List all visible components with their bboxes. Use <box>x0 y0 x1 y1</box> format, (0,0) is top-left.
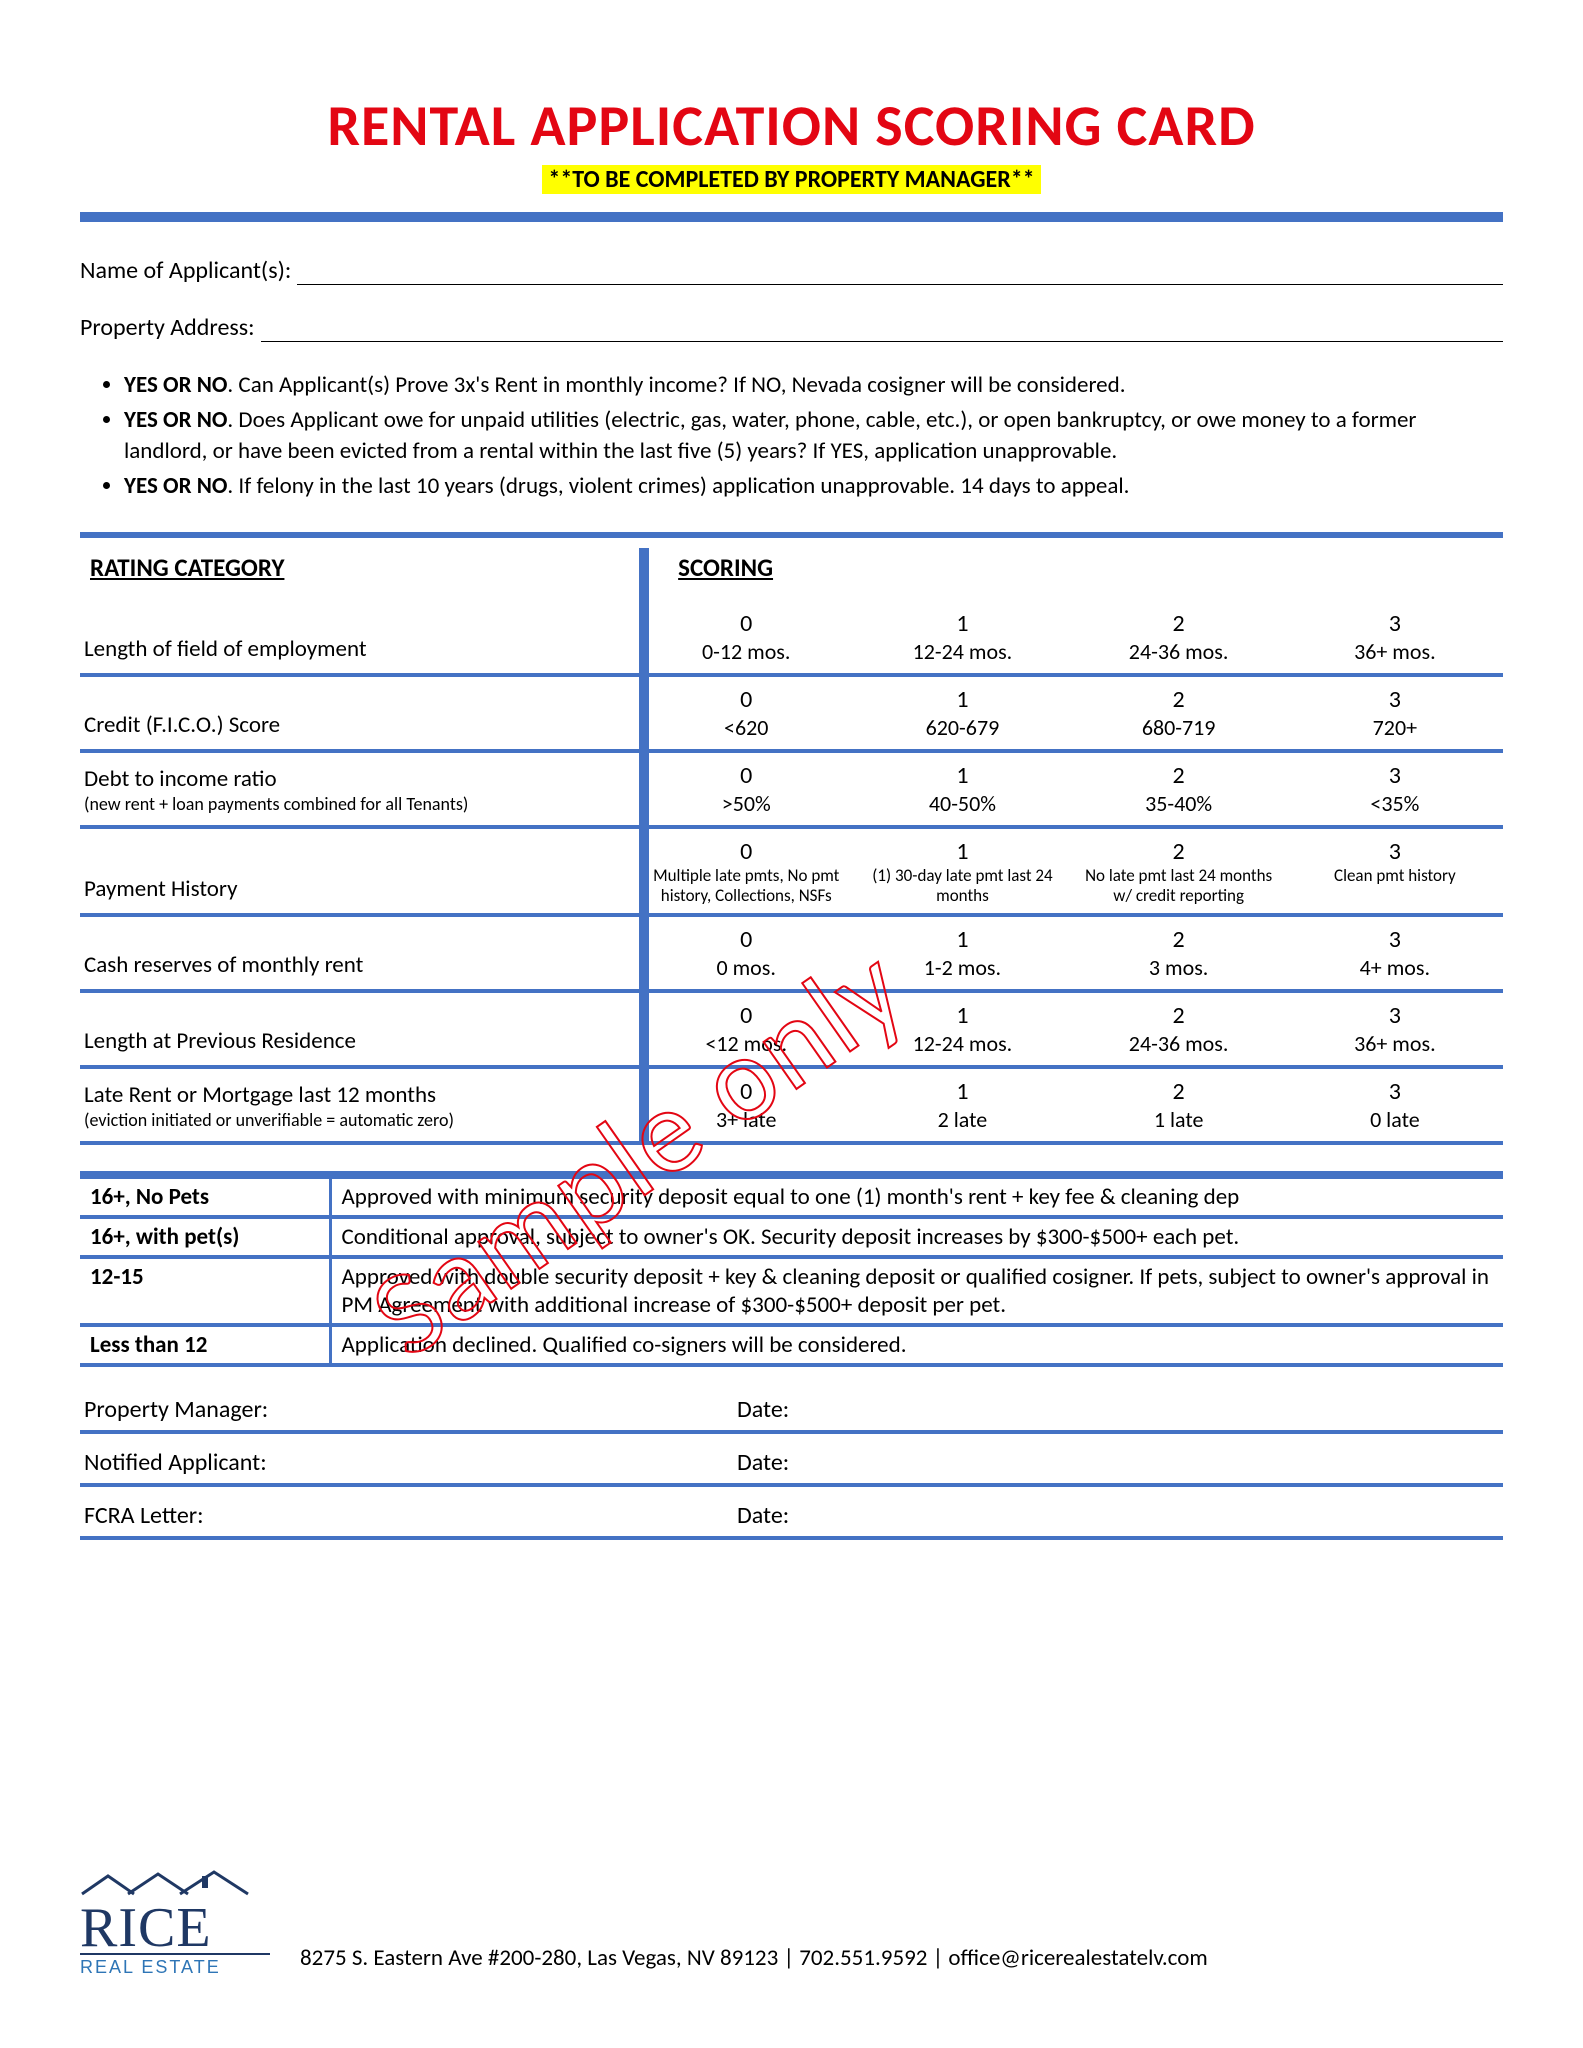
score-cell: 03+ late <box>638 1067 854 1141</box>
logo-text: RICE <box>80 1903 270 1953</box>
applicant-field: Name of Applicant(s): <box>80 256 1503 285</box>
property-field: Property Address: <box>80 313 1503 342</box>
score-cell: 3<35% <box>1287 751 1503 825</box>
score-cell: 12 late <box>854 1067 1070 1141</box>
score-cell: 11-2 mos. <box>854 915 1070 989</box>
rating-category-cell: Cash reserves of monthly rent <box>80 915 638 989</box>
date-label[interactable]: Date: <box>733 1381 1503 1432</box>
date-label[interactable]: Date: <box>733 1485 1503 1538</box>
divider <box>80 212 1503 222</box>
date-label[interactable]: Date: <box>733 1432 1503 1485</box>
page-title: RENTAL APPLICATION SCORING CARD <box>80 90 1503 161</box>
score-cell: 3720+ <box>1287 675 1503 749</box>
scoring-header: SCORING <box>638 538 1503 601</box>
applicant-label: Name of Applicant(s): <box>80 256 291 285</box>
score-cell: 00 mos. <box>638 915 854 989</box>
scoring-section: Sample only RATING CATEGORY SCORING Leng… <box>80 538 1503 1145</box>
logo-subtext: REAL ESTATE <box>80 1953 270 1978</box>
approval-score-range: 12-15 <box>80 1257 330 1325</box>
approval-outcome: Approved with minimum security deposit e… <box>330 1175 1503 1217</box>
applicant-input-line[interactable] <box>297 263 1503 285</box>
score-cell: 21 late <box>1071 1067 1287 1141</box>
score-cell: 30 late <box>1287 1067 1503 1141</box>
score-cell: 3Clean pmt history <box>1287 827 1503 913</box>
signature-table: Property Manager:Date:Notified Applicant… <box>80 1381 1503 1540</box>
signature-label[interactable]: Property Manager: <box>80 1381 733 1432</box>
vertical-divider <box>639 548 649 1141</box>
signature-row: Notified Applicant:Date: <box>80 1432 1503 1485</box>
property-input-line[interactable] <box>261 320 1503 342</box>
score-cell: 2680-719 <box>1071 675 1287 749</box>
score-cell: 0<12 mos. <box>638 991 854 1065</box>
score-cell: 224-36 mos. <box>1071 991 1287 1065</box>
qualifying-bullet: YES OR NO. Does Applicant owe for unpaid… <box>124 405 1503 467</box>
footer-contact: 8275 S. Eastern Ave #200-280, Las Vegas,… <box>300 1944 1503 1978</box>
score-cell: 1620-679 <box>854 675 1070 749</box>
signature-label[interactable]: FCRA Letter: <box>80 1485 733 1538</box>
scoring-row: Length of field of employment00-12 mos.1… <box>80 601 1503 673</box>
rating-category-cell: Late Rent or Mortgage last 12 months(evi… <box>80 1067 638 1141</box>
approval-outcome: Conditional approval, subject to owner's… <box>330 1217 1503 1257</box>
approval-outcome: Approved with double security deposit + … <box>330 1257 1503 1325</box>
qualifying-bullet: YES OR NO. If felony in the last 10 year… <box>124 471 1503 502</box>
subtitle-wrap: **TO BE COMPLETED BY PROPERTY MANAGER** <box>80 165 1503 194</box>
rating-category-header: RATING CATEGORY <box>80 538 638 601</box>
rating-category-cell: Credit (F.I.C.O.) Score <box>80 675 638 749</box>
qualifying-bullet: YES OR NO. Can Applicant(s) Prove 3x's R… <box>124 370 1503 401</box>
qualifying-questions: YES OR NO. Can Applicant(s) Prove 3x's R… <box>124 370 1503 502</box>
score-cell: 224-36 mos. <box>1071 601 1287 673</box>
score-cell: 0>50% <box>638 751 854 825</box>
rating-category-cell: Length at Previous Residence <box>80 991 638 1065</box>
score-cell: 23 mos. <box>1071 915 1287 989</box>
score-cell: 0Multiple late pmts, No pmt history, Col… <box>638 827 854 913</box>
score-cell: 336+ mos. <box>1287 991 1503 1065</box>
rating-category-cell: Length of field of employment <box>80 601 638 673</box>
scoring-row: Late Rent or Mortgage last 12 months(evi… <box>80 1067 1503 1141</box>
property-label: Property Address: <box>80 313 255 342</box>
page-footer: RICE REAL ESTATE 8275 S. Eastern Ave #20… <box>80 1870 1503 1978</box>
scoring-row: Payment History0Multiple late pmts, No p… <box>80 827 1503 913</box>
rating-category-cell: Debt to income ratio (new rent + loan pa… <box>80 751 638 825</box>
score-cell: 00-12 mos. <box>638 601 854 673</box>
score-cell: 336+ mos. <box>1287 601 1503 673</box>
approval-row: 16+, with pet(s)Conditional approval, su… <box>80 1217 1503 1257</box>
scoring-row: Credit (F.I.C.O.) Score0<6201620-6792680… <box>80 675 1503 749</box>
rating-category-cell: Payment History <box>80 827 638 913</box>
scoring-header-row: RATING CATEGORY SCORING <box>80 538 1503 601</box>
approval-score-range: 16+, No Pets <box>80 1175 330 1217</box>
score-cell: 34+ mos. <box>1287 915 1503 989</box>
score-cell: 140-50% <box>854 751 1070 825</box>
signature-row: Property Manager:Date: <box>80 1381 1503 1432</box>
page: RENTAL APPLICATION SCORING CARD **TO BE … <box>0 0 1583 2048</box>
scoring-row: Cash reserves of monthly rent00 mos.11-2… <box>80 915 1503 989</box>
subtitle-highlight: **TO BE COMPLETED BY PROPERTY MANAGER** <box>542 165 1040 194</box>
signature-row: FCRA Letter:Date: <box>80 1485 1503 1538</box>
approval-row: 16+, No PetsApproved with minimum securi… <box>80 1175 1503 1217</box>
row-divider <box>80 1141 1503 1143</box>
company-logo: RICE REAL ESTATE <box>80 1870 270 1978</box>
approval-row: Less than 12Application declined. Qualif… <box>80 1325 1503 1365</box>
score-cell: 0<620 <box>638 675 854 749</box>
score-cell: 2No late pmt last 24 months w/ credit re… <box>1071 827 1287 913</box>
score-cell: 112-24 mos. <box>854 601 1070 673</box>
score-cell: 1(1) 30-day late pmt last 24 months <box>854 827 1070 913</box>
approval-score-range: Less than 12 <box>80 1325 330 1365</box>
approval-row: 12-15Approved with double security depos… <box>80 1257 1503 1325</box>
approval-score-range: 16+, with pet(s) <box>80 1217 330 1257</box>
scoring-row: Debt to income ratio (new rent + loan pa… <box>80 751 1503 825</box>
signature-label[interactable]: Notified Applicant: <box>80 1432 733 1485</box>
scoring-row: Length at Previous Residence0<12 mos.112… <box>80 991 1503 1065</box>
score-cell: 235-40% <box>1071 751 1287 825</box>
scoring-table: RATING CATEGORY SCORING Length of field … <box>80 538 1503 1145</box>
approval-outcome: Application declined. Qualified co-signe… <box>330 1325 1503 1365</box>
roof-icon <box>80 1870 260 1896</box>
approval-table: 16+, No PetsApproved with minimum securi… <box>80 1171 1503 1367</box>
score-cell: 112-24 mos. <box>854 991 1070 1065</box>
